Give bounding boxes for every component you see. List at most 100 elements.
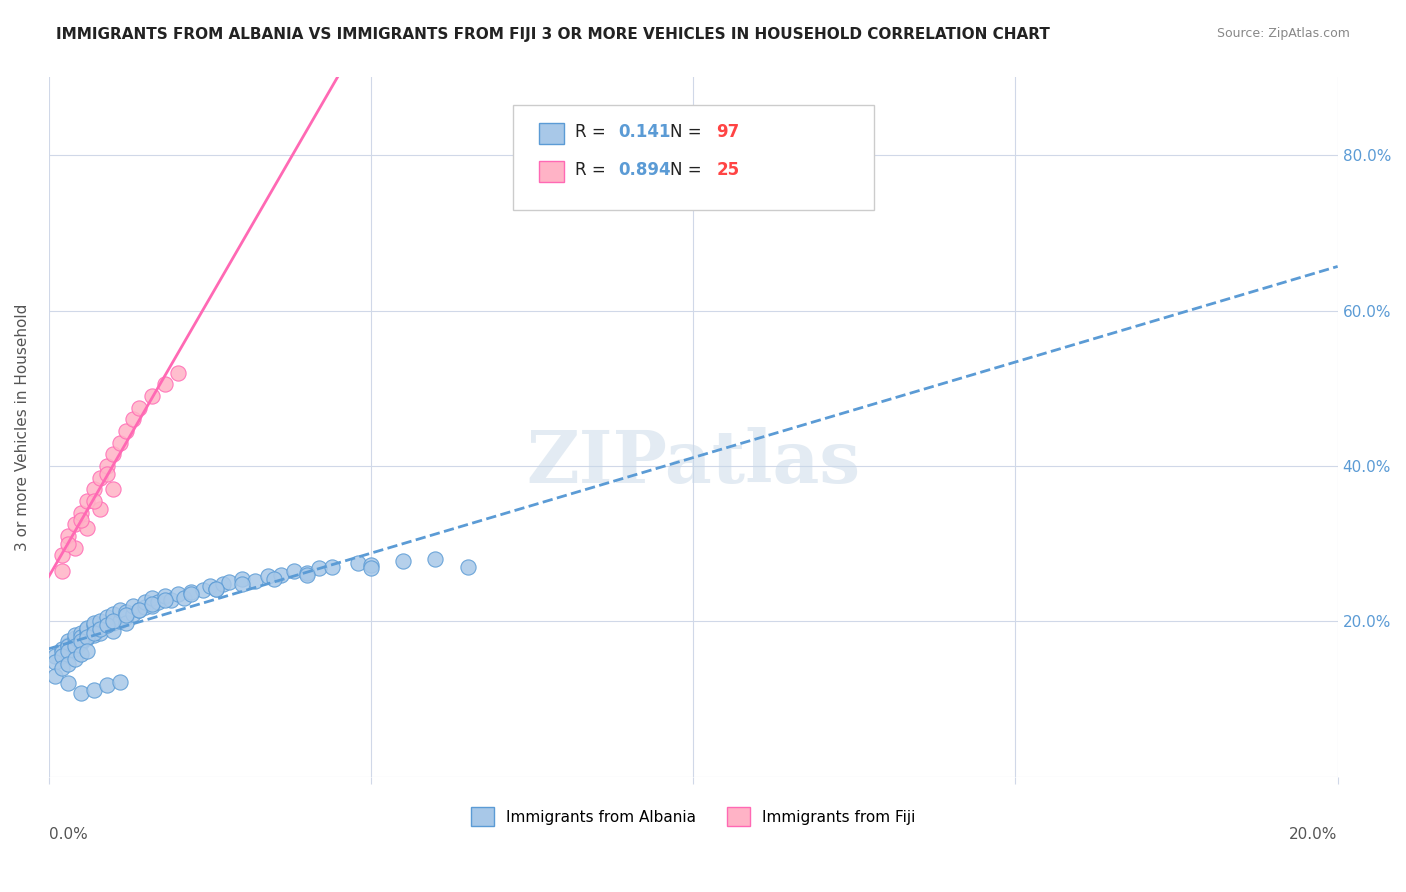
Point [180, 587, 202, 601]
Text: 0.141: 0.141 [619, 123, 671, 141]
Text: 20.0%: 20.0% [1289, 827, 1337, 842]
Text: 97: 97 [717, 123, 740, 141]
Text: 0.894: 0.894 [619, 161, 671, 179]
Point [115, 608, 138, 623]
Point [83, 682, 105, 697]
Point [83, 624, 105, 638]
Point [63, 651, 86, 665]
Point [360, 558, 382, 573]
Point [308, 561, 330, 575]
Point [96, 618, 118, 632]
Point [51, 649, 73, 664]
Point [70, 513, 93, 527]
Point [56, 644, 79, 658]
Point [76, 626, 98, 640]
Point [211, 577, 233, 591]
Point [76, 622, 98, 636]
Point [115, 610, 138, 624]
Point [96, 678, 118, 692]
Point [128, 401, 150, 415]
Point [148, 595, 170, 609]
Text: ZIPatlas: ZIPatlas [526, 426, 860, 498]
Point [425, 552, 447, 566]
Point [321, 560, 343, 574]
Point [347, 556, 370, 570]
Point [153, 377, 176, 392]
Point [51, 641, 73, 656]
Point [392, 554, 415, 568]
Point [44, 669, 66, 683]
Point [103, 447, 125, 461]
Point [56, 638, 79, 652]
Point [56, 536, 79, 550]
Text: Source: ZipAtlas.com: Source: ZipAtlas.com [1216, 27, 1350, 40]
Point [160, 592, 183, 607]
Point [257, 569, 280, 583]
Point [103, 482, 125, 496]
Point [231, 572, 253, 586]
Point [205, 582, 228, 596]
Point [89, 626, 111, 640]
Point [115, 605, 138, 619]
Point [70, 633, 93, 648]
Point [295, 566, 318, 581]
Point [83, 615, 105, 630]
Point [108, 435, 131, 450]
Point [243, 574, 266, 588]
Point [83, 627, 105, 641]
Point [89, 622, 111, 636]
Point [173, 591, 195, 605]
Legend: Immigrants from Albania, Immigrants from Fiji: Immigrants from Albania, Immigrants from… [465, 801, 921, 832]
Point [198, 579, 221, 593]
Text: R =: R = [575, 161, 610, 179]
Point [70, 626, 93, 640]
Point [70, 636, 93, 650]
Point [83, 482, 105, 496]
Point [103, 615, 125, 629]
Point [76, 521, 98, 535]
Point [360, 561, 382, 575]
Point [89, 501, 111, 516]
Point [96, 610, 118, 624]
Text: 0.0%: 0.0% [49, 827, 87, 842]
Point [83, 494, 105, 508]
Point [63, 628, 86, 642]
Point [76, 644, 98, 658]
FancyBboxPatch shape [538, 161, 564, 182]
Point [83, 618, 105, 632]
Point [103, 624, 125, 638]
Point [295, 567, 318, 582]
Point [63, 641, 86, 656]
Point [70, 647, 93, 661]
Point [263, 572, 285, 586]
Point [51, 661, 73, 675]
Point [44, 655, 66, 669]
Point [121, 607, 143, 621]
Point [108, 602, 131, 616]
Point [180, 584, 202, 599]
Point [76, 621, 98, 635]
Point [56, 633, 79, 648]
Point [457, 560, 479, 574]
Point [70, 506, 93, 520]
Point [153, 592, 176, 607]
Point [121, 412, 143, 426]
Point [205, 582, 228, 596]
Point [141, 597, 163, 611]
Y-axis label: 3 or more Vehicles in Household: 3 or more Vehicles in Household [15, 303, 30, 550]
Point [56, 676, 79, 690]
Point [76, 494, 98, 508]
Point [96, 458, 118, 473]
Point [96, 467, 118, 481]
Point [283, 564, 305, 578]
Point [96, 618, 118, 632]
Point [115, 424, 138, 438]
Point [56, 657, 79, 671]
Point [128, 602, 150, 616]
Point [270, 567, 292, 582]
Point [108, 615, 131, 629]
Point [218, 575, 240, 590]
Point [51, 549, 73, 563]
Point [231, 577, 253, 591]
Point [134, 600, 156, 615]
